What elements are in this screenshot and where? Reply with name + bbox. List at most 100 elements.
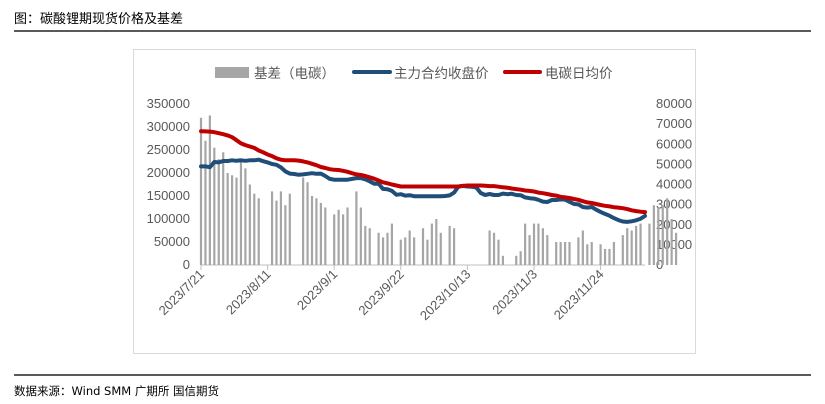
basis-bar <box>555 242 558 265</box>
basis-bar <box>590 242 593 265</box>
x-tick-label: 2023/9/1 <box>294 267 340 313</box>
x-tick-label: 2023/11/24 <box>551 267 607 323</box>
basis-bar <box>586 244 589 265</box>
x-tick-label: 2023/8/11 <box>223 267 274 318</box>
basis-bar <box>368 228 371 265</box>
basis-bar <box>501 255 505 265</box>
basis-bar <box>563 242 567 265</box>
basis-bar <box>288 193 291 265</box>
basis-bar <box>635 225 638 265</box>
basis-bar <box>199 117 203 265</box>
basis-bar <box>324 207 327 265</box>
y-right-tick-label: 70000 <box>656 116 692 131</box>
basis-bar <box>546 235 549 265</box>
basis-bar <box>452 228 456 265</box>
basis-bar <box>612 242 616 265</box>
basis-bar <box>226 173 229 265</box>
basis-bar <box>519 251 522 265</box>
basis-bar <box>204 140 207 265</box>
basis-bar <box>386 232 389 265</box>
spot-avg-line <box>199 129 647 215</box>
basis-bar <box>404 237 407 265</box>
futures-close-line <box>199 157 647 224</box>
basis-bar <box>532 223 536 265</box>
basis-bar <box>408 230 411 265</box>
y-right-tick-label: 20000 <box>656 217 692 232</box>
y-left-tick-label: 300000 <box>147 119 190 134</box>
legend-label-spot: 电碳日均价 <box>545 66 613 82</box>
basis-bar <box>341 214 345 265</box>
basis-bar <box>492 232 496 265</box>
price-lines <box>199 129 647 224</box>
basis-bar <box>355 191 358 265</box>
data-source: 数据来源：Wind SMM 广期所 国信期货 <box>14 384 220 398</box>
y-right-tick-label: 50000 <box>656 156 692 171</box>
legend-label-futures: 主力合约收盘价 <box>394 65 489 82</box>
y-right-tick-label: 10000 <box>656 237 692 252</box>
basis-bar <box>390 223 394 265</box>
basis-bar <box>581 230 584 265</box>
basis-bar <box>599 244 602 265</box>
y-right-tick-label: 40000 <box>656 177 692 192</box>
y-right-tick-label: 60000 <box>656 136 692 151</box>
basis-bar <box>333 214 336 265</box>
basis-bar <box>381 237 385 265</box>
basis-bar <box>630 230 633 265</box>
legend-swatch-basis <box>215 67 249 78</box>
y-left-tick-label: 100000 <box>147 211 190 226</box>
basis-bar <box>670 219 673 265</box>
basis-bar <box>230 175 234 265</box>
basis-bar <box>603 248 607 265</box>
basis-bar <box>315 198 318 265</box>
basis-bar <box>310 196 314 265</box>
y-left-tick-label: 50000 <box>154 234 190 249</box>
basis-bar <box>337 209 340 265</box>
y-right-tick-label: 80000 <box>656 96 692 111</box>
basis-bar <box>359 207 362 265</box>
y-left-tick-label: 0 <box>183 257 190 272</box>
legend-label-basis: 基差（电碳） <box>254 65 335 82</box>
basis-bar <box>488 230 491 265</box>
basis-bar <box>608 248 611 265</box>
chart-frame <box>133 49 696 354</box>
basis-bar <box>213 147 216 265</box>
legend: 基差（电碳） 主力合约收盘价 电碳日均价 <box>215 65 613 82</box>
basis-bar <box>413 237 416 265</box>
basis-bar <box>577 237 580 265</box>
basis-bar <box>270 191 274 265</box>
basis-bar <box>279 191 283 265</box>
basis-bar <box>244 168 247 265</box>
basis-bar <box>541 228 544 265</box>
basis-bar <box>275 200 278 265</box>
basis-bar <box>421 228 425 265</box>
basis-bars <box>199 115 678 265</box>
basis-bar <box>674 232 678 265</box>
y-left-tick-label: 200000 <box>147 165 190 180</box>
basis-bar <box>399 239 402 265</box>
basis-bar <box>497 239 500 265</box>
y-left-tick-label: 150000 <box>147 188 190 203</box>
footer-rule <box>14 374 811 376</box>
x-tick-label: 2023/10/13 <box>417 267 474 324</box>
basis-bar <box>364 225 367 265</box>
basis-bar <box>208 115 211 265</box>
x-tick-label: 2023/11/3 <box>489 267 540 318</box>
y-left-tick-label: 250000 <box>147 142 190 157</box>
basis-bar <box>639 223 642 265</box>
basis-bar <box>217 159 220 265</box>
basis-bar <box>666 198 669 265</box>
basis-bar <box>621 235 624 265</box>
y-left-tick-label: 350000 <box>147 96 190 111</box>
basis-bar <box>537 223 540 265</box>
basis-bar <box>253 193 256 265</box>
basis-bar <box>239 161 243 265</box>
basis-bar <box>661 205 664 265</box>
figure-caption: 图：碳酸锂期现货价格及基差 <box>14 12 184 27</box>
basis-bar <box>524 223 527 265</box>
basis-bar <box>515 255 518 265</box>
basis-bar <box>235 177 238 265</box>
x-tick-label: 2023/7/21 <box>156 267 208 319</box>
basis-bar <box>448 225 451 265</box>
basis-bar <box>346 207 349 265</box>
